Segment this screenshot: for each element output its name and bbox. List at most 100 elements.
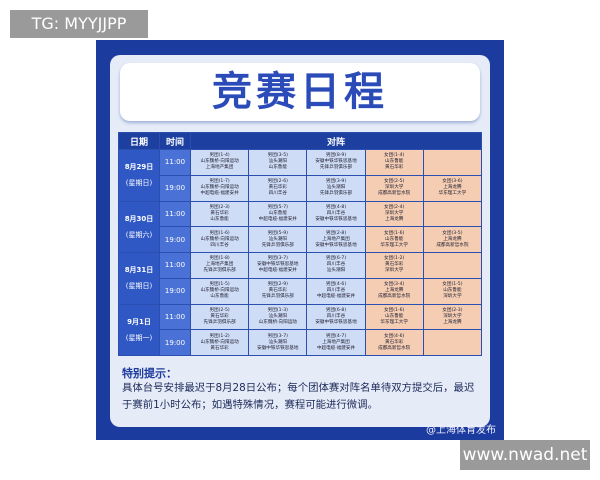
team: 深圳大学 [385, 268, 404, 274]
match-cell: 男团(3-7) 汕头潮阳 安徽中铁华铁思基地 [249, 330, 307, 355]
team: 汕头潮阳 [326, 185, 346, 191]
header-cell: 日期 [119, 133, 159, 149]
team: 山东鲁能 [443, 288, 462, 294]
team: 深圳大学 [443, 294, 462, 300]
schedule-table: 日期 时间 对阵 8月29日 (星期日) 11:00 男团(1-4) 山东魏桥·向阳运动 上海地… [118, 132, 482, 356]
match-cell: 男团(4-8) 四川丰谷 安徽中铁华铁思基地 [307, 201, 365, 227]
team: 中超电缆·福建安井 [258, 216, 297, 222]
match-cell: 男团(3-9) 汕头潮阳 先锋乒羽俱乐部 [307, 175, 365, 201]
match-cell: 女团(1-2) 黄石华彩 深圳大学 [365, 253, 423, 278]
match-title: 男团(3-9) [325, 179, 347, 185]
team: 山东鲁能 [385, 313, 404, 319]
time-cell: 19:00 [160, 278, 190, 304]
panel: 竞赛日程 日期 时间 对阵 8月29日 (星期日) 11:00 男团(1-4) 山东魏桥·向阳… [110, 55, 490, 427]
team: 安徽中铁华铁思基地 [257, 262, 299, 268]
match-cell: 男团(1-7) 山东魏桥·向阳运动 中超电缆·福建安井 [191, 175, 249, 201]
time-cell: 19:00 [160, 227, 190, 252]
team: 上海地产集团 [322, 339, 350, 345]
match-title: 女团(1-2) [384, 256, 405, 262]
header-cell: 时间 [160, 133, 190, 149]
match-title: 男团(1-6) [209, 230, 230, 236]
match-cell [423, 150, 481, 175]
match-cell [423, 201, 481, 227]
team: 中超电缆·福建安井 [258, 268, 297, 274]
team: 深圳大学 [443, 313, 462, 319]
match-title: 男团(2-5) [209, 307, 230, 313]
team: 先锋乒羽俱乐部 [319, 165, 353, 171]
match-cell [423, 330, 481, 355]
match-cell: 男团(5-7) 山东鲁能 中超电缆·福建安井 [249, 201, 307, 227]
team: 四川丰谷 [210, 242, 229, 248]
match-title: 男团(4-6) [325, 282, 347, 288]
team: 山东魏桥·向阳运动 [200, 339, 239, 345]
match-cell: 女团(3-5) 上海龙腾 成都高新哲水院 [423, 227, 481, 252]
date-cell: 8月31日 (星期日) [119, 253, 159, 304]
date: 9月1日 [127, 317, 151, 326]
match-title: 女团(4-6) [384, 333, 405, 339]
date: 8月29日 [124, 163, 154, 172]
match-title: 女团(2-4) [384, 204, 405, 210]
team: 山东鲁能 [385, 236, 404, 242]
match-title: 男团(2-9) [267, 282, 288, 288]
match-title: 男团(1-4) [209, 153, 230, 159]
match-cell: 男团(1-4) 山东魏桥·向阳运动 上海地产集团 [191, 150, 249, 175]
team: 成都高新哲水院 [378, 191, 411, 197]
team: 山东鲁能 [210, 216, 229, 222]
team: 深圳大学 [385, 210, 404, 216]
team: 四川丰谷 [326, 210, 346, 216]
match-title: 女团(3-4) [384, 282, 405, 288]
poster: 竞赛日程 日期 时间 对阵 8月29日 (星期日) 11:00 男团(1-4) 山东魏桥·向阳… [96, 40, 504, 440]
team: 先锋乒羽俱乐部 [203, 319, 236, 325]
team: 安徽中铁华铁思基地 [315, 319, 357, 325]
team: 黄石华彩 [385, 262, 404, 268]
time-cell: 11:00 [160, 150, 190, 175]
match-cell: 男团(1-2) 山东魏桥·向阳运动 黄石华彩 [191, 330, 249, 355]
team: 山东魏桥·向阳运动 [200, 159, 239, 165]
team: 华东理工大学 [438, 191, 467, 197]
date-cell: 8月29日 (星期日) [119, 150, 159, 201]
team: 上海龙腾 [443, 236, 462, 242]
match-cell: 女团(1-6) 山东鲁能 华东理工大学 [365, 304, 423, 330]
time-cell: 19:00 [160, 175, 190, 201]
team: 上海地产集团 [205, 165, 234, 171]
team: 山东鲁能 [385, 159, 404, 165]
match-cell: 女团(2-5) 深圳大学 成都高新哲水院 [365, 175, 423, 201]
team: 四川丰谷 [326, 288, 346, 294]
team: 安徽中铁华铁思基地 [257, 345, 299, 351]
team: 黄石华彩 [210, 313, 229, 319]
match-cell: 女团(3-4) 上海龙腾 成都高新哲水院 [365, 278, 423, 304]
team: 安徽中铁华铁思基地 [315, 159, 357, 165]
team: 中超电缆·福建安井 [316, 345, 356, 351]
team: 汕头潮阳 [268, 339, 287, 345]
match-title: 男团(2-8) [325, 230, 347, 236]
match-title: 男团(3-5) [267, 153, 288, 159]
team: 成都高新哲水院 [378, 345, 411, 351]
match-cell: 女团(4-6) 黄石华彩 成都高新哲水院 [365, 330, 423, 355]
match-title: 女团(1-4) [384, 153, 405, 159]
match-title: 女团(1-6) [384, 307, 405, 313]
team: 成都高新哲水院 [378, 294, 411, 300]
credit: @上海体育发布 [426, 425, 496, 436]
time-cell: 11:00 [160, 201, 190, 227]
match-title: 男团(2-6) [267, 179, 288, 185]
watermark: www.nwad.net [460, 440, 590, 470]
match-cell: 男团(2-3) 黄石华彩 山东鲁能 [191, 201, 249, 227]
notice-text: 具体台号安排最迟于8月28日公布；每个团体赛对阵名单待双方提交后，最迟于赛前1小… [122, 382, 475, 411]
match-cell: 男团(1-5) 山东魏桥·向阳运动 山东鲁能 [191, 278, 249, 304]
match-cell: 男团(2-8) 上海地产集团 安徽中铁华铁思基地 [307, 227, 365, 252]
team: 汕头潮阳 [268, 159, 287, 165]
team: 先锋乒羽俱乐部 [261, 294, 294, 300]
match-cell: 女团(3-6) 上海龙腾 华东理工大学 [423, 175, 481, 201]
match-cell: 男团(1-8) 上海地产集团 先锋乒羽俱乐部 [191, 253, 249, 278]
match-title: 女团(3-5) [442, 230, 463, 236]
match-title: 男团(5-9) [267, 230, 288, 236]
team: 先锋乒羽俱乐部 [319, 191, 353, 197]
match-title: 男团(1-8) [209, 256, 230, 262]
team: 黄石华彩 [268, 288, 287, 294]
match-cell: 男团(1-6) 山东魏桥·向阳运动 四川丰谷 [191, 227, 249, 252]
date-cell: 9月1日 (星期一) [119, 304, 159, 355]
team: 黄石华彩 [210, 345, 229, 351]
match-cell: 女团(2-4) 深圳大学 上海龙腾 [365, 201, 423, 227]
match-cell [423, 253, 481, 278]
team: 山东魏桥·向阳运动 [200, 236, 239, 242]
